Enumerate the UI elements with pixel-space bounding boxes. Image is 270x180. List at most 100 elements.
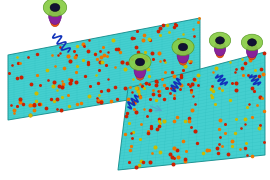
Point [93, 51, 97, 54]
Point [220, 88, 225, 91]
Point [146, 68, 150, 71]
Point [143, 51, 147, 54]
Point [158, 121, 162, 124]
Point [177, 87, 182, 90]
Point [155, 80, 159, 83]
Point [131, 101, 135, 104]
Point [172, 156, 176, 159]
Point [61, 83, 65, 86]
Point [136, 89, 140, 92]
Point [170, 155, 174, 158]
Point [81, 42, 85, 45]
Point [238, 147, 242, 150]
Point [217, 136, 222, 139]
Point [75, 45, 79, 48]
Point [120, 60, 124, 63]
Point [66, 104, 71, 107]
Point [29, 82, 33, 85]
Point [210, 85, 214, 87]
Point [74, 71, 78, 74]
Point [157, 33, 162, 36]
Point [215, 147, 219, 150]
Point [262, 52, 266, 55]
Point [149, 125, 153, 128]
Point [189, 60, 193, 63]
Point [223, 123, 227, 126]
Point [137, 93, 141, 95]
Point [250, 155, 254, 158]
Point [161, 24, 165, 27]
Point [9, 103, 13, 106]
Point [138, 95, 143, 98]
Point [154, 84, 158, 87]
Point [52, 100, 56, 103]
Point [99, 56, 103, 59]
Point [137, 94, 141, 96]
Point [258, 68, 263, 71]
Point [97, 93, 101, 96]
Point [111, 39, 115, 42]
Point [124, 114, 128, 117]
Point [174, 24, 178, 27]
Point [232, 132, 237, 134]
Point [256, 127, 261, 130]
Point [97, 69, 102, 72]
Point [38, 84, 42, 87]
Point [96, 81, 100, 84]
Point [230, 139, 235, 142]
Point [35, 74, 39, 76]
Point [74, 53, 78, 56]
Point [138, 138, 143, 140]
Point [217, 127, 221, 130]
Ellipse shape [136, 70, 144, 80]
Point [75, 65, 80, 68]
Point [178, 75, 183, 78]
Point [187, 119, 191, 122]
Point [250, 87, 254, 90]
Point [242, 118, 247, 121]
Point [15, 55, 19, 58]
Point [184, 149, 189, 152]
Point [30, 103, 34, 106]
Point [176, 156, 180, 159]
Point [186, 83, 190, 86]
Point [260, 96, 264, 99]
Point [165, 24, 170, 26]
Point [189, 90, 193, 93]
Point [15, 77, 19, 80]
Point [99, 100, 103, 103]
Ellipse shape [177, 48, 189, 63]
Ellipse shape [248, 50, 256, 60]
Point [146, 131, 150, 134]
Point [228, 60, 232, 63]
Point [234, 118, 238, 121]
Ellipse shape [248, 39, 256, 46]
Point [157, 117, 161, 120]
Point [201, 152, 205, 155]
Point [158, 27, 163, 30]
Point [181, 140, 185, 143]
Point [140, 85, 144, 88]
Point [96, 99, 100, 102]
Point [162, 84, 167, 87]
Point [150, 152, 154, 155]
Point [114, 47, 118, 50]
Point [157, 94, 161, 97]
Point [171, 163, 176, 166]
Point [213, 102, 217, 105]
Point [133, 165, 138, 168]
Point [132, 36, 137, 39]
Point [246, 74, 251, 77]
Point [187, 116, 191, 119]
Point [179, 83, 183, 86]
Point [239, 58, 244, 61]
Point [72, 50, 76, 53]
Point [162, 59, 166, 62]
Point [52, 80, 56, 83]
Point [193, 103, 197, 105]
Point [228, 98, 232, 101]
Point [130, 36, 134, 39]
Point [151, 57, 156, 60]
Point [244, 142, 248, 145]
Point [189, 89, 193, 92]
